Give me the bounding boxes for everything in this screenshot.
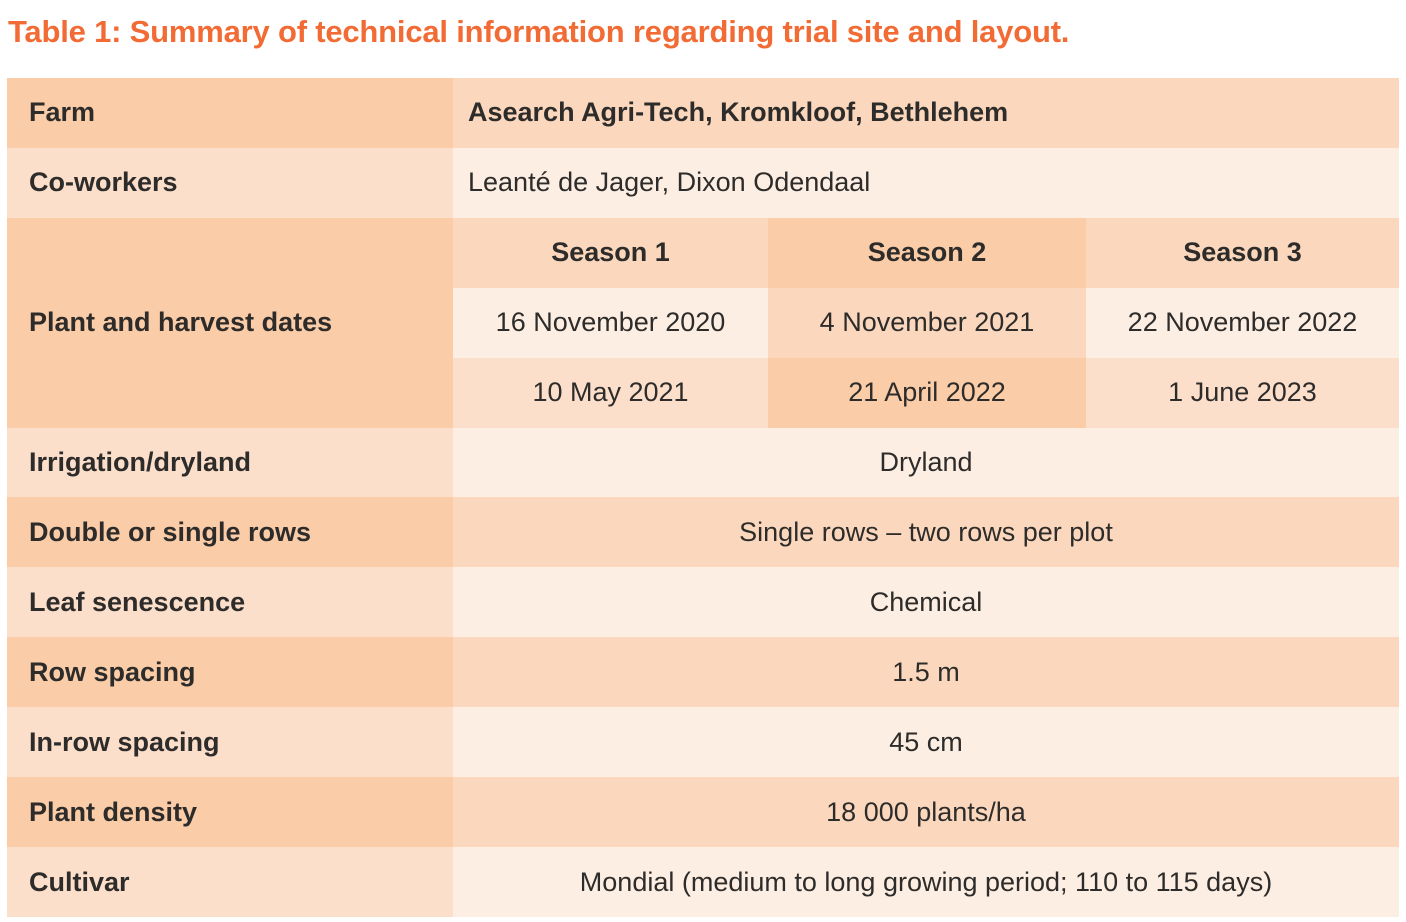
- table-caption: Table 1: Summary of technical informatio…: [8, 14, 1070, 49]
- harvest-date-season-1: 10 May 2021: [453, 357, 768, 428]
- season-3-header: Season 3: [1086, 217, 1399, 288]
- in-row-spacing-value: 45 cm: [453, 707, 1399, 778]
- row-type-value: Single rows – two rows per plot: [453, 497, 1399, 568]
- row-spacing-label: Row spacing: [7, 637, 453, 708]
- farm-value: Asearch Agri-Tech, Kromkloof, Bethlehem: [453, 78, 1399, 148]
- row-type-label: Double or single rows: [7, 497, 453, 568]
- cultivar-label: Cultivar: [7, 847, 453, 917]
- season-1-header: Season 1: [453, 217, 768, 288]
- plant-density-value: 18 000 plants/ha: [453, 777, 1399, 848]
- season-2-header: Season 2: [768, 217, 1086, 288]
- leaf-senescence-value: Chemical: [453, 567, 1399, 638]
- farm-label: Farm: [7, 78, 453, 148]
- summary-table: Farm Asearch Agri-Tech, Kromkloof, Bethl…: [7, 78, 1399, 917]
- coworkers-value: Leanté de Jager, Dixon Odendaal: [453, 147, 1399, 218]
- plant-harvest-dates-label: Plant and harvest dates: [7, 217, 453, 428]
- row-spacing-value: 1.5 m: [453, 637, 1399, 708]
- plant-date-season-2: 4 November 2021: [768, 287, 1086, 358]
- cultivar-value: Mondial (medium to long growing period; …: [453, 847, 1399, 917]
- plant-date-season-1: 16 November 2020: [453, 287, 768, 358]
- in-row-spacing-label: In-row spacing: [7, 707, 453, 778]
- harvest-date-season-2: 21 April 2022: [768, 357, 1086, 428]
- irrigation-label: Irrigation/dryland: [7, 427, 453, 498]
- coworkers-label: Co-workers: [7, 147, 453, 218]
- plant-date-season-3: 22 November 2022: [1086, 287, 1399, 358]
- leaf-senescence-label: Leaf senescence: [7, 567, 453, 638]
- plant-density-label: Plant density: [7, 777, 453, 848]
- harvest-date-season-3: 1 June 2023: [1086, 357, 1399, 428]
- irrigation-value: Dryland: [453, 427, 1399, 498]
